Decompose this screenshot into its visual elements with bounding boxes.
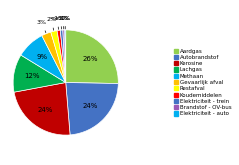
Wedge shape	[14, 82, 70, 135]
Text: 3%: 3%	[37, 20, 47, 33]
Text: <1%: <1%	[56, 16, 71, 29]
Text: 24%: 24%	[37, 107, 53, 113]
Wedge shape	[57, 30, 66, 82]
Text: 12%: 12%	[24, 73, 40, 79]
Wedge shape	[63, 30, 66, 82]
Wedge shape	[51, 31, 66, 82]
Text: 0%: 0%	[60, 16, 70, 29]
Text: 9%: 9%	[37, 54, 48, 60]
Wedge shape	[60, 30, 66, 82]
Text: 2%: 2%	[46, 17, 56, 30]
Text: <1%: <1%	[53, 16, 68, 29]
Wedge shape	[66, 30, 118, 83]
Text: 24%: 24%	[83, 103, 98, 109]
Wedge shape	[21, 36, 66, 82]
Wedge shape	[66, 82, 118, 135]
Wedge shape	[65, 30, 66, 82]
Legend: Aardgas, Autobrandstof, Kerosine, Lachgas, Methaan, Gevaarlijk afval, Restafval,: Aardgas, Autobrandstof, Kerosine, Lachga…	[174, 49, 231, 116]
Text: 26%: 26%	[82, 56, 98, 62]
Wedge shape	[13, 55, 66, 92]
Wedge shape	[42, 32, 66, 82]
Text: <1%: <1%	[49, 16, 65, 29]
